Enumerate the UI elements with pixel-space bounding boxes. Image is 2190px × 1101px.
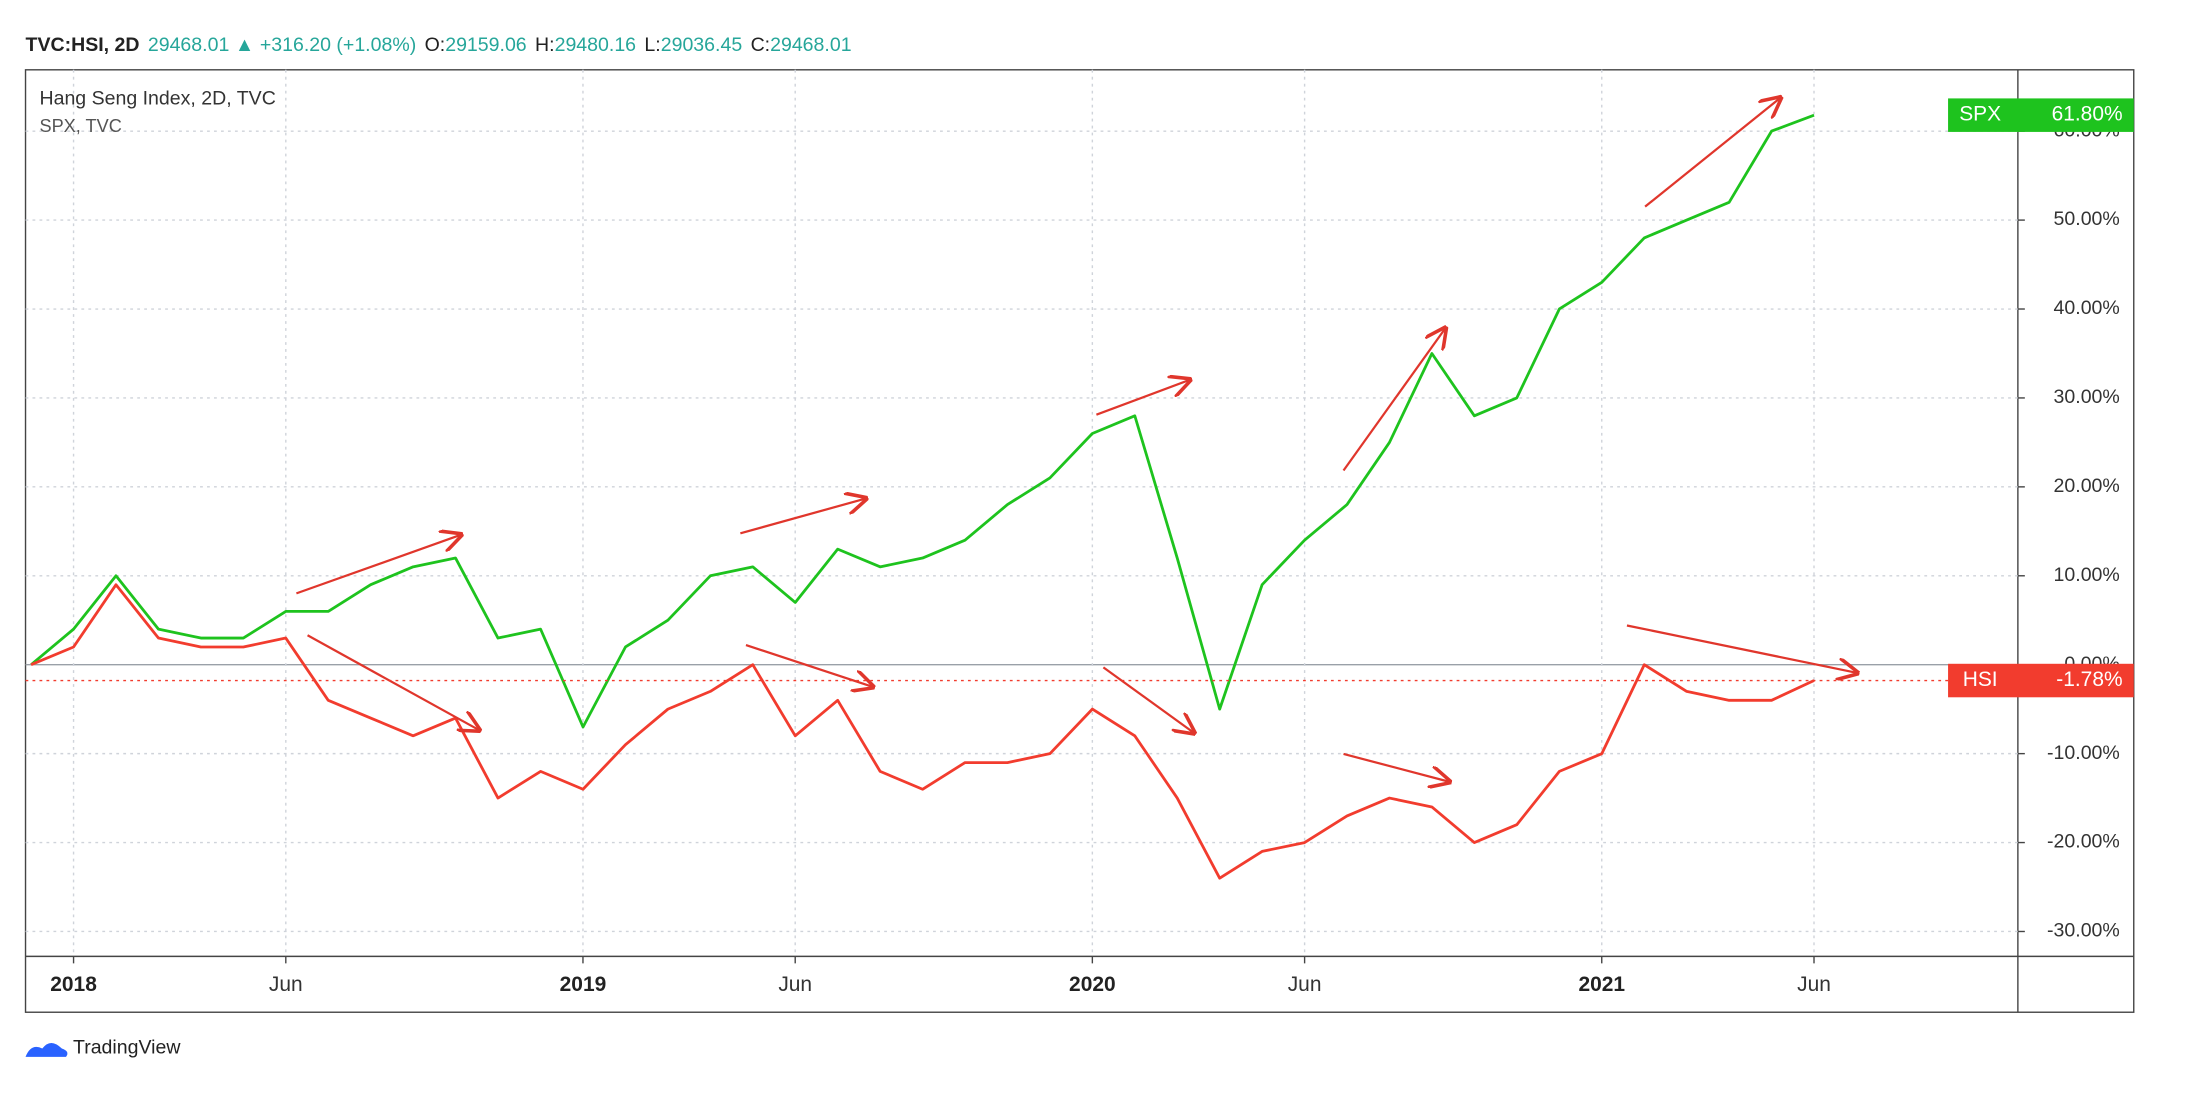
x-tick-label: 2021 xyxy=(1578,973,1625,996)
header: TVC:HSI, 2D 29468.01 ▲ +316.20 (+1.08%) O:29… xyxy=(26,34,852,56)
last: 29468.01 xyxy=(148,34,229,56)
grid xyxy=(25,69,2018,957)
up-icon: ▲ xyxy=(235,34,254,56)
x-tick-label: Jun xyxy=(1797,973,1831,996)
x-tick-label: Jun xyxy=(269,973,303,996)
change: +316.20 (+1.08%) xyxy=(260,34,416,56)
logo-icon xyxy=(25,1042,68,1057)
y-tick-label: 30.00% xyxy=(2054,386,2120,408)
badge xyxy=(1948,98,2134,132)
x-tick-label: Jun xyxy=(1288,973,1322,996)
y-tick-label: -10.00% xyxy=(2047,742,2120,764)
arrow xyxy=(1096,380,1190,416)
h-label: H: xyxy=(535,34,555,56)
series-line xyxy=(30,113,1815,729)
badge-name: HSI xyxy=(1963,668,1998,691)
low: 29036.45 xyxy=(661,34,743,56)
legend-spx: SPX, TVC xyxy=(39,116,121,136)
x-tick-label: 2018 xyxy=(50,973,97,996)
high: 29480.16 xyxy=(555,34,636,56)
arrow xyxy=(740,498,866,535)
badge-value: 61.80% xyxy=(2052,103,2123,126)
o-label: O: xyxy=(425,34,446,56)
legend-hsi: Hang Seng Index, 2D, TVC xyxy=(39,87,275,109)
x-tick-label: 2020 xyxy=(1069,973,1116,996)
y-tick-label: -20.00% xyxy=(2047,831,2120,853)
c-label: C: xyxy=(751,34,771,56)
badge xyxy=(1948,663,2134,698)
close: 29468.01 xyxy=(770,34,851,56)
open: 29159.06 xyxy=(445,34,526,56)
arrow xyxy=(307,634,480,730)
arrow xyxy=(1342,328,1446,472)
brand: TradingView xyxy=(73,1037,181,1059)
frame xyxy=(24,69,2135,1013)
symbol: TVC:HSI, 2D xyxy=(26,34,140,56)
series-line xyxy=(30,583,1815,880)
arrow xyxy=(1626,624,1857,672)
badge-value: -1.78% xyxy=(2056,668,2122,691)
l-label: L: xyxy=(644,34,660,56)
arrow xyxy=(1644,98,1780,208)
y-tick-label: -30.00% xyxy=(2047,920,2120,942)
series xyxy=(30,113,1815,880)
arrow xyxy=(1102,666,1194,733)
logo: TradingView xyxy=(25,1037,181,1059)
badge-name: SPX xyxy=(1959,103,2001,126)
y-tick-label: 50.00% xyxy=(2054,208,2120,230)
x-tick-label: 2019 xyxy=(560,973,607,996)
y-tick-label: 10.00% xyxy=(2054,564,2120,586)
y-tick-label: 40.00% xyxy=(2054,297,2120,319)
y-tick-label: 20.00% xyxy=(2054,475,2120,497)
annotations xyxy=(296,98,1857,782)
x-tick-label: Jun xyxy=(778,973,812,996)
arrow xyxy=(296,535,461,595)
arrow xyxy=(1343,752,1450,782)
